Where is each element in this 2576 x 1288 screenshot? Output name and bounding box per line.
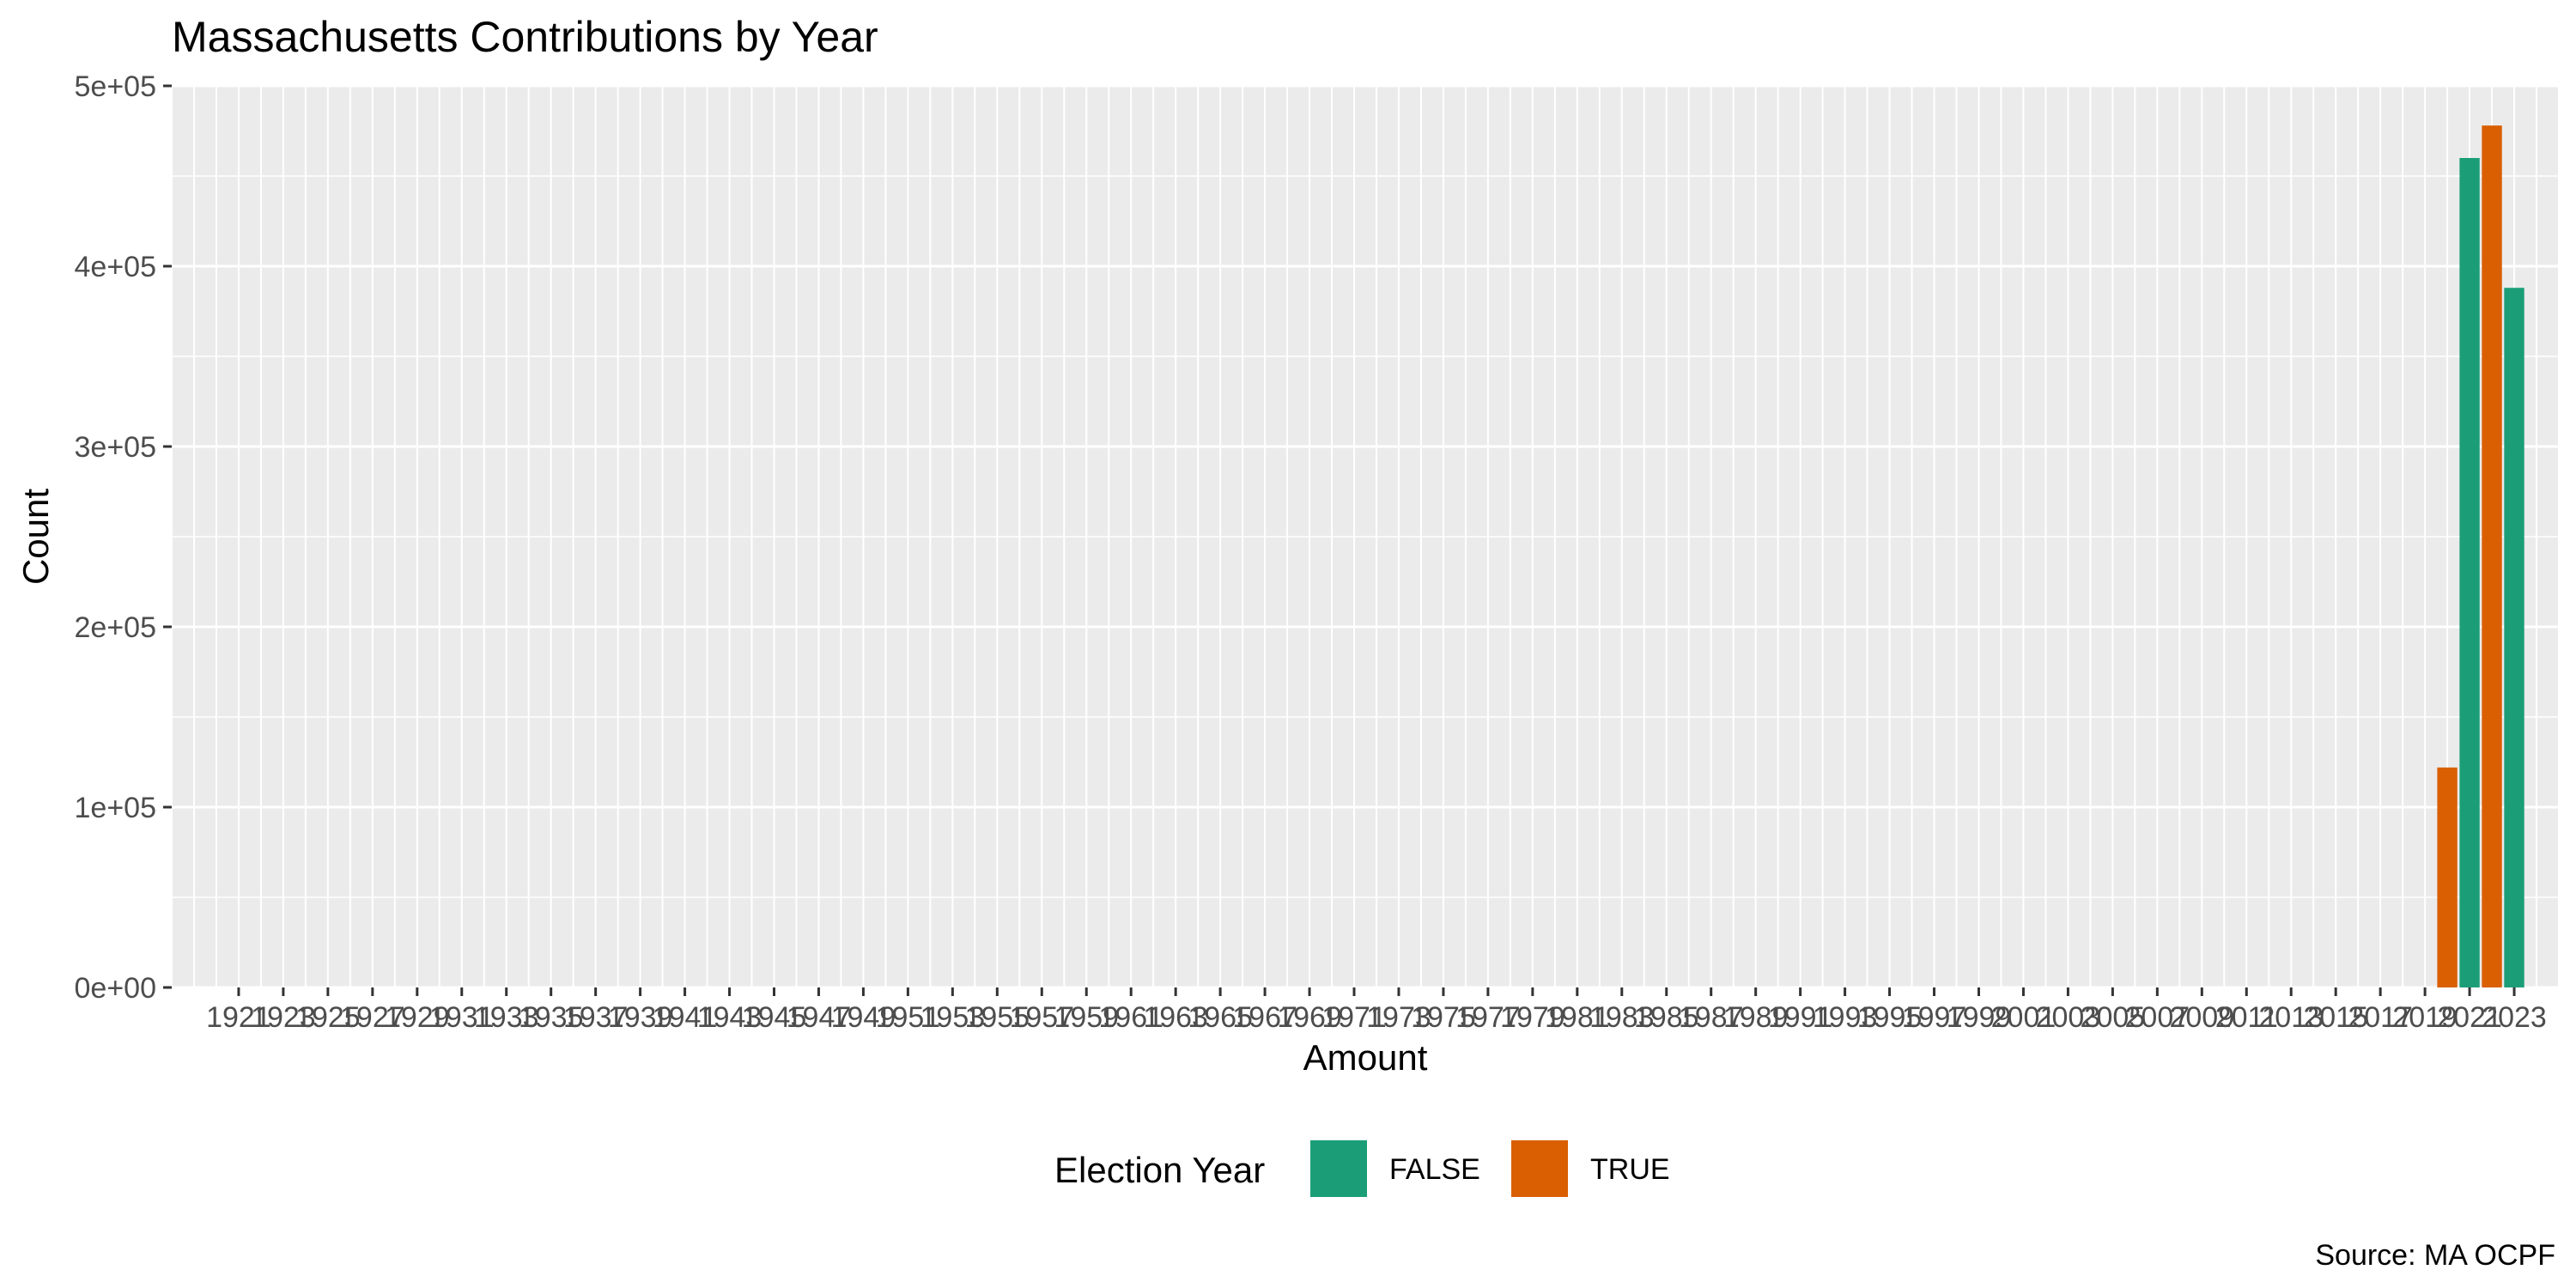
chart-title: Massachusetts Contributions by Year <box>172 13 878 61</box>
x-tick-label: 2007 <box>2125 1001 2190 1034</box>
x-tick-label: 1999 <box>1947 1001 2012 1034</box>
y-tick-label: 5e+05 <box>75 70 157 103</box>
x-tick-label: 1989 <box>1723 1001 1789 1034</box>
x-tick-label: 1937 <box>563 1001 629 1034</box>
bar-false-2021 <box>2459 158 2480 987</box>
legend-title: Election Year <box>1054 1150 1265 1190</box>
x-tick-label: 1973 <box>1366 1001 1431 1034</box>
x-tick-label: 1929 <box>385 1001 450 1034</box>
y-tick-label: 0e+00 <box>75 972 157 1005</box>
x-tick-label: 1941 <box>653 1001 718 1034</box>
legend-key-false <box>1310 1140 1367 1197</box>
bars <box>2437 125 2524 987</box>
x-tick-label: 1965 <box>1188 1001 1253 1034</box>
x-tick-label: 1943 <box>697 1001 762 1034</box>
x-tick-label: 1969 <box>1277 1001 1342 1034</box>
bar-true-2020 <box>2437 767 2458 987</box>
x-tick-label: 1939 <box>608 1001 673 1034</box>
y-tick-label: 2e+05 <box>75 611 157 644</box>
x-tick-label: 1985 <box>1634 1001 1699 1034</box>
x-tick-label: 2023 <box>2482 1001 2547 1034</box>
x-tick-label: 1991 <box>1768 1001 1833 1034</box>
x-tick-label: 1971 <box>1321 1001 1387 1034</box>
x-tick-label: 2015 <box>2303 1001 2368 1034</box>
y-axis: 0e+00 1e+05 2e+05 3e+05 4e+05 5e+05 <box>75 70 172 1005</box>
x-tick-label: 2005 <box>2081 1001 2146 1034</box>
x-tick-label: 1947 <box>787 1001 852 1034</box>
x-tick-label: 1983 <box>1589 1001 1655 1034</box>
legend-label-false: FALSE <box>1389 1153 1480 1186</box>
x-tick-label: 2011 <box>2215 1001 2278 1034</box>
x-tick-label: 1981 <box>1545 1001 1610 1034</box>
x-tick-label: 1963 <box>1143 1001 1208 1034</box>
x-tick-label: 1949 <box>831 1001 896 1034</box>
x-tick-label: 1967 <box>1232 1001 1297 1034</box>
y-axis-title: Count <box>15 489 56 585</box>
legend: Election Year FALSE TRUE <box>1054 1140 1670 1197</box>
x-tick-label: 1975 <box>1411 1001 1476 1034</box>
x-axis-title: Amount <box>1303 1037 1428 1078</box>
x-tick-label: 1927 <box>340 1001 405 1034</box>
x-tick-label: 1953 <box>920 1001 986 1034</box>
x-tick-label: 1977 <box>1455 1001 1521 1034</box>
x-tick-label: 1995 <box>1857 1001 1923 1034</box>
x-tick-label: 2003 <box>2036 1001 2101 1034</box>
x-tick-label: 1957 <box>1009 1001 1074 1034</box>
source-caption: Source: MA OCPF <box>2315 1239 2555 1272</box>
x-tick-label: 1923 <box>251 1001 316 1034</box>
x-tick-label: 2001 <box>1991 1001 2057 1034</box>
x-tick-label: 1993 <box>1813 1001 1878 1034</box>
x-tick-label: 1933 <box>474 1001 539 1034</box>
y-tick-label: 4e+05 <box>75 251 157 283</box>
x-tick-label: 1925 <box>295 1001 361 1034</box>
x-axis: 1921192319251927192919311933193519371939… <box>206 987 2547 1034</box>
bar-false-2023 <box>2504 288 2524 987</box>
x-tick-label: 2017 <box>2348 1001 2413 1034</box>
x-tick-label: 1961 <box>1098 1001 1163 1034</box>
grid-lines <box>171 84 2560 989</box>
y-tick-label: 3e+05 <box>75 431 157 464</box>
x-tick-label: 1955 <box>964 1001 1030 1034</box>
x-tick-label: 1997 <box>1902 1001 1967 1034</box>
x-tick-label: 2019 <box>2392 1001 2458 1034</box>
x-tick-label: 1921 <box>206 1001 271 1034</box>
x-tick-label: 1959 <box>1054 1001 1119 1034</box>
y-tick-label: 1e+05 <box>75 792 157 824</box>
x-tick-label: 1979 <box>1500 1001 1565 1034</box>
legend-key-true <box>1511 1140 1568 1197</box>
x-tick-label: 2013 <box>2258 1001 2324 1034</box>
x-tick-label: 2009 <box>2169 1001 2234 1034</box>
x-tick-label: 1987 <box>1679 1001 1744 1034</box>
x-tick-label: 2021 <box>2437 1001 2502 1034</box>
bar-true-2022 <box>2482 125 2502 987</box>
x-tick-label: 1945 <box>742 1001 807 1034</box>
x-tick-label: 1951 <box>876 1001 941 1034</box>
legend-label-true: TRUE <box>1590 1153 1670 1186</box>
x-tick-label: 1935 <box>519 1001 584 1034</box>
x-tick-label: 1931 <box>429 1001 495 1034</box>
